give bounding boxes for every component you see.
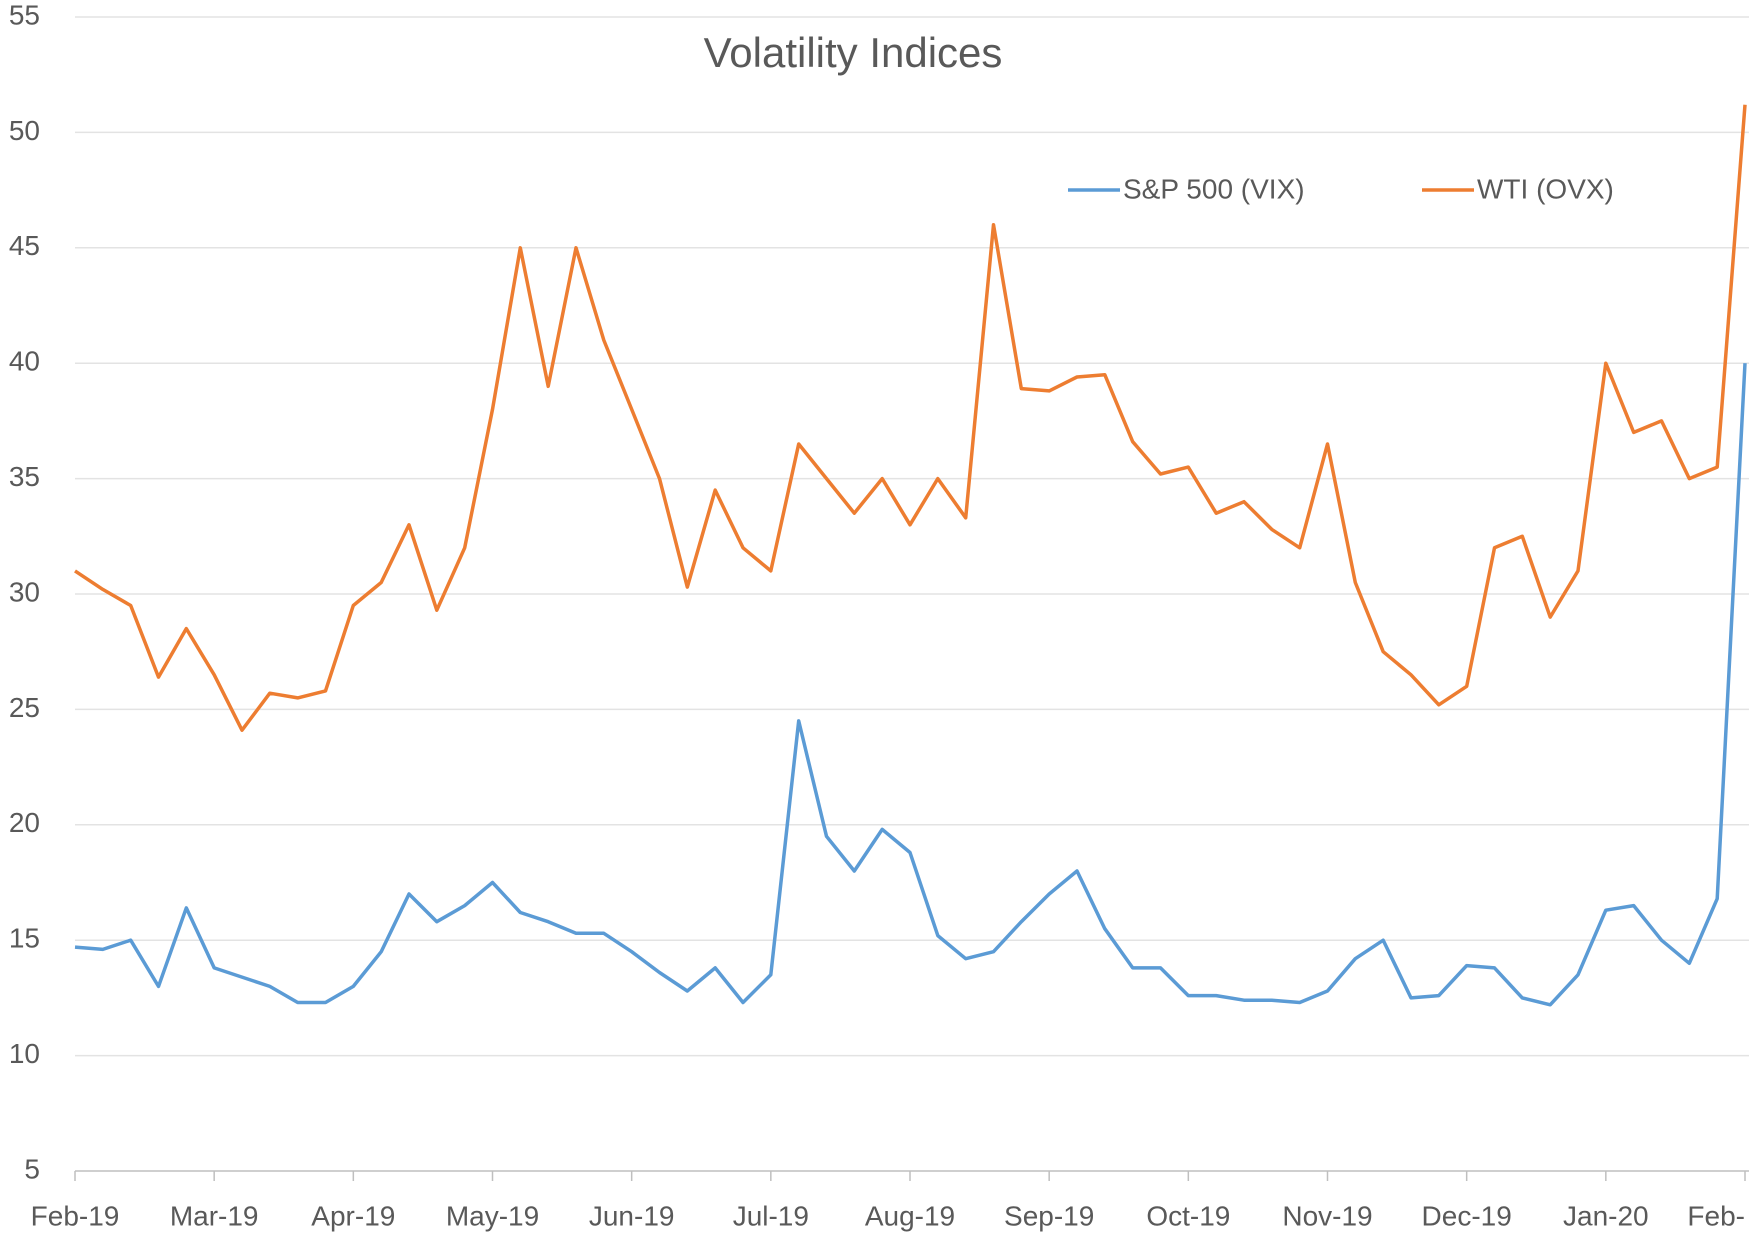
series-line bbox=[74, 363, 1747, 1007]
x-tick-label: May-19 bbox=[446, 1200, 539, 1231]
x-tick-label: Nov-19 bbox=[1282, 1200, 1372, 1231]
y-tick-label: 45 bbox=[9, 230, 40, 261]
series-line bbox=[74, 104, 1747, 732]
x-tick-label: Feb-19 bbox=[31, 1200, 120, 1231]
x-tick-label: Jul-19 bbox=[733, 1200, 809, 1231]
y-tick-label: 35 bbox=[9, 461, 40, 492]
y-tick-label: 30 bbox=[9, 576, 40, 607]
x-tick-label: Jan-20 bbox=[1563, 1200, 1649, 1231]
legend-label: WTI (OVX) bbox=[1477, 173, 1614, 204]
x-tick-label: Jun-19 bbox=[589, 1200, 675, 1231]
x-tick-label: Oct-19 bbox=[1146, 1200, 1230, 1231]
y-tick-label: 50 bbox=[9, 115, 40, 146]
y-tick-label: 20 bbox=[9, 807, 40, 838]
x-tick-label: Apr-19 bbox=[311, 1200, 395, 1231]
y-tick-label: 55 bbox=[9, 0, 40, 30]
legend-label: S&P 500 (VIX) bbox=[1123, 173, 1305, 204]
y-tick-label: 10 bbox=[9, 1038, 40, 1069]
chart-title: Volatility Indices bbox=[704, 29, 1003, 76]
y-tick-label: 25 bbox=[9, 692, 40, 723]
x-tick-label: Mar-19 bbox=[170, 1200, 259, 1231]
x-tick-label: Feb- bbox=[1687, 1200, 1745, 1231]
x-tick-label: Aug-19 bbox=[865, 1200, 955, 1231]
x-tick-label: Dec-19 bbox=[1422, 1200, 1512, 1231]
x-tick-label: Sep-19 bbox=[1004, 1200, 1094, 1231]
y-tick-label: 15 bbox=[9, 923, 40, 954]
y-tick-label: 40 bbox=[9, 346, 40, 377]
y-tick-label: 5 bbox=[24, 1153, 40, 1184]
